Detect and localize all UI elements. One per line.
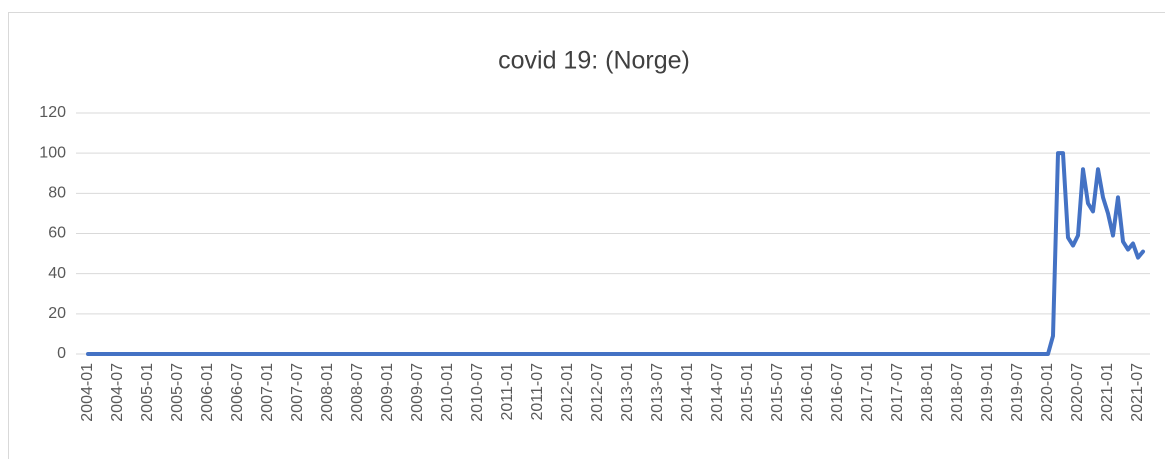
x-tick-label: 2014-07 <box>709 363 726 422</box>
x-tick-label: 2008-01 <box>319 363 336 422</box>
x-tick-label: 2006-07 <box>229 363 246 422</box>
y-tick-label: 40 <box>48 265 66 282</box>
x-tick-label: 2020-07 <box>1069 363 1086 422</box>
y-tick-label: 100 <box>39 144 66 161</box>
x-tick-label: 2016-01 <box>799 363 816 422</box>
x-tick-label: 2013-01 <box>619 363 636 422</box>
x-tick-label: 2013-07 <box>649 363 666 422</box>
x-tick-label: 2004-01 <box>79 363 96 422</box>
x-tick-label: 2017-07 <box>889 363 906 422</box>
y-tick-label: 80 <box>48 185 66 202</box>
x-tick-label: 2007-07 <box>289 363 306 422</box>
x-tick-label: 2005-01 <box>139 363 156 422</box>
x-tick-label: 2015-07 <box>769 363 786 422</box>
x-tick-label: 2009-01 <box>379 363 396 422</box>
y-tick-label: 60 <box>48 225 66 242</box>
x-tick-label: 2014-01 <box>679 363 696 422</box>
x-tick-label: 2007-01 <box>259 363 276 422</box>
chart-frame <box>8 12 1165 459</box>
x-tick-label: 2019-01 <box>979 363 996 422</box>
y-tick-label: 120 <box>39 104 66 121</box>
x-tick-label: 2011-07 <box>529 363 546 421</box>
x-tick-label: 2012-07 <box>589 363 606 422</box>
x-tick-label: 2018-07 <box>949 363 966 422</box>
x-tick-label: 2020-01 <box>1039 363 1056 422</box>
x-tick-label: 2004-07 <box>109 363 126 422</box>
x-tick-label: 2018-01 <box>919 363 936 422</box>
chart-title: covid 19: (Norge) <box>498 47 690 75</box>
x-tick-label: 2008-07 <box>349 363 366 422</box>
y-tick-label: 20 <box>48 305 66 322</box>
x-tick-label: 2015-01 <box>739 363 756 422</box>
x-tick-label: 2005-07 <box>169 363 186 422</box>
y-tick-label: 0 <box>57 345 66 362</box>
x-tick-label: 2010-01 <box>439 363 456 422</box>
x-tick-label: 2021-07 <box>1129 363 1146 422</box>
x-tick-label: 2017-01 <box>859 363 876 422</box>
x-tick-label: 2011-01 <box>499 363 516 421</box>
x-tick-label: 2021-01 <box>1099 363 1116 422</box>
x-tick-label: 2012-01 <box>559 363 576 422</box>
x-tick-label: 2006-01 <box>199 363 216 422</box>
x-tick-label: 2016-07 <box>829 363 846 422</box>
x-tick-label: 2010-07 <box>469 363 486 422</box>
data-line <box>86 151 1145 356</box>
x-tick-label: 2009-07 <box>409 363 426 422</box>
x-tick-label: 2019-07 <box>1009 363 1026 422</box>
